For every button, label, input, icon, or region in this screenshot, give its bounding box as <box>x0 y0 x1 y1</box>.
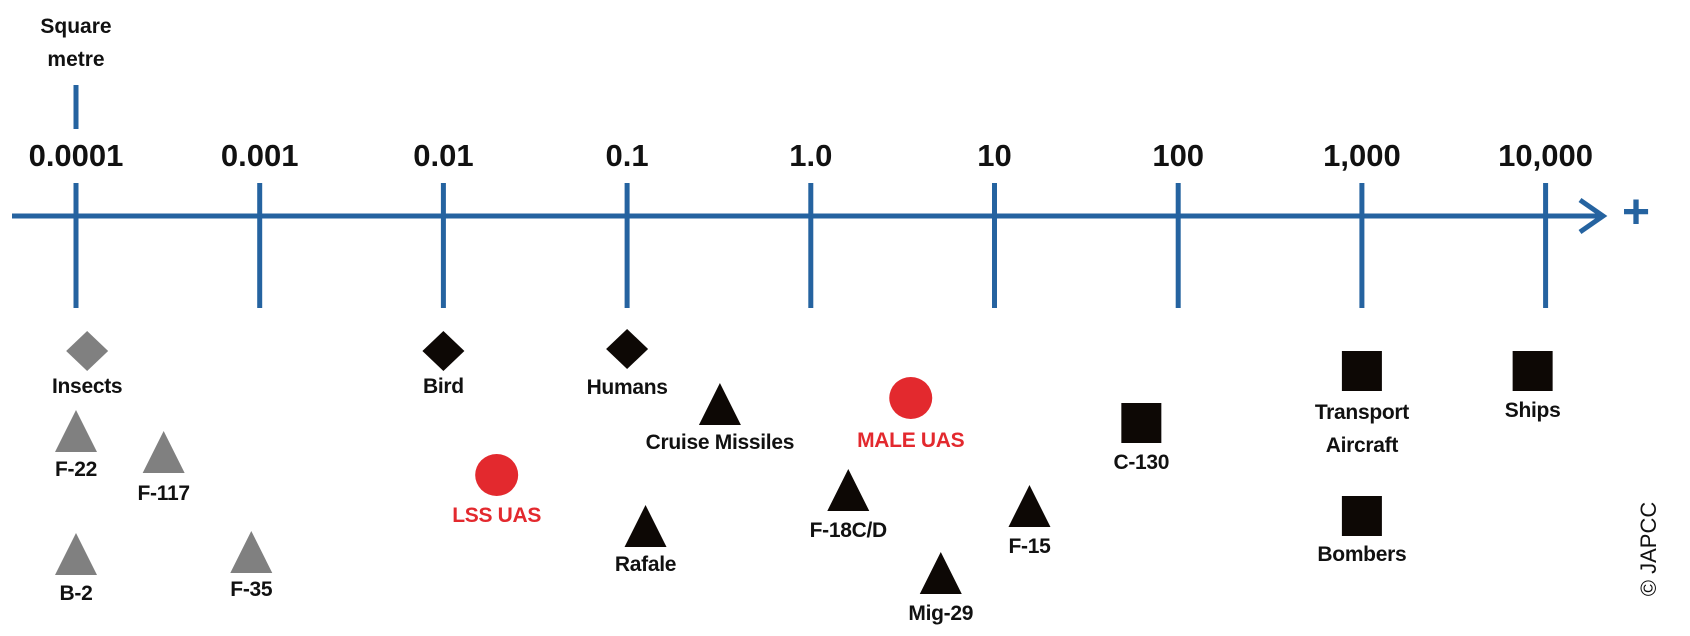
item-male: MALE UAS <box>857 377 965 452</box>
square-marker <box>1341 351 1382 391</box>
diamond-marker <box>422 331 465 371</box>
item-label: LSS UAS <box>452 504 541 527</box>
tick-label: 100 <box>1152 138 1204 173</box>
item-label: Rafale <box>615 553 676 576</box>
item-rafale: Rafale <box>615 505 676 576</box>
item-label-line: Ships <box>1505 399 1561 422</box>
item-label: Insects <box>52 375 122 398</box>
diamond-marker <box>606 329 649 369</box>
item-label: F-18C/D <box>810 519 887 542</box>
item-label-line: Insects <box>52 375 122 398</box>
square-marker <box>1341 496 1382 536</box>
item-b2: B-2 <box>55 533 97 605</box>
item-label-line: C-130 <box>1113 451 1169 474</box>
item-label-line: Bombers <box>1317 543 1406 566</box>
item-label: F-22 <box>55 458 97 481</box>
axis-unit-label: Square metre <box>40 15 111 71</box>
item-label: Cruise Missiles <box>646 431 794 454</box>
item-c130: C-130 <box>1113 403 1169 474</box>
item-humans: Humans <box>587 329 668 399</box>
triangle-marker <box>827 469 870 511</box>
axis-plus-symbol: + <box>1622 186 1650 239</box>
tick-label: 10 <box>977 138 1011 173</box>
item-label-line: F-117 <box>138 482 190 505</box>
item-mig29: Mig-29 <box>908 552 973 625</box>
item-ships: Ships <box>1505 351 1561 422</box>
item-label-line: B-2 <box>60 582 93 605</box>
triangle-marker <box>624 505 667 547</box>
diamond-marker <box>66 331 109 371</box>
item-label: Humans <box>587 376 668 399</box>
triangle-marker <box>919 552 962 594</box>
item-label: F-15 <box>1008 535 1051 558</box>
item-f35: F-35 <box>230 531 273 601</box>
circle-marker <box>475 454 519 496</box>
item-f117: F-117 <box>138 431 190 505</box>
item-label-line: Cruise Missiles <box>646 431 794 454</box>
tick-label: 0.01 <box>413 138 473 173</box>
triangle-marker <box>142 431 185 473</box>
item-label-line: Transport <box>1315 401 1409 424</box>
triangle-marker <box>55 410 97 452</box>
item-bird: Bird <box>422 331 465 398</box>
item-label: C-130 <box>1113 451 1169 474</box>
tick-label: 10,000 <box>1498 138 1593 173</box>
item-transport: Transport Aircraft <box>1315 351 1410 457</box>
item-label-line: F-35 <box>230 578 273 601</box>
item-label-line: F-15 <box>1008 535 1051 558</box>
items: Insects F-22 F-117 B-2 F-35 Bird Humans LSS UAS… <box>52 329 1561 625</box>
item-label-line: Mig-29 <box>908 602 973 625</box>
item-label-line: Aircraft <box>1326 434 1399 457</box>
item-label: Bird <box>423 375 464 398</box>
tick-label: 1.0 <box>789 138 832 173</box>
axis-unit-line: metre <box>47 48 104 71</box>
triangle-marker <box>55 533 97 575</box>
square-marker <box>1512 351 1553 391</box>
item-label: B-2 <box>60 582 93 605</box>
item-label: Mig-29 <box>908 602 973 625</box>
square-marker <box>1121 403 1162 443</box>
triangle-marker <box>1008 485 1051 527</box>
tick-label: 1,000 <box>1323 138 1401 173</box>
item-label: MALE UAS <box>857 429 965 452</box>
item-insects: Insects <box>52 331 123 398</box>
item-lss: LSS UAS <box>452 454 542 527</box>
triangle-marker <box>698 383 741 425</box>
item-f18: F-18C/D <box>810 469 887 542</box>
item-label: F-35 <box>230 578 273 601</box>
item-label-line: F-22 <box>55 458 97 481</box>
axis-unit-line: Square <box>40 15 111 38</box>
item-label: Ships <box>1505 399 1561 422</box>
tick-label: 0.001 <box>221 138 299 173</box>
item-label-line: Rafale <box>615 553 676 576</box>
copyright: © JAPCC <box>1636 502 1661 597</box>
item-label: Transport Aircraft <box>1315 401 1409 457</box>
item-label-line: F-18C/D <box>810 519 887 542</box>
triangle-marker <box>230 531 273 573</box>
circle-marker <box>889 377 933 419</box>
axis-arrow-icon <box>1578 197 1608 235</box>
item-f22: F-22 <box>55 410 97 481</box>
item-label-line: MALE UAS <box>857 429 965 452</box>
item-f15: F-15 <box>1008 485 1051 558</box>
tick-label: 0.0001 <box>29 138 124 173</box>
tick-label: 0.1 <box>606 138 649 173</box>
item-label-line: LSS UAS <box>452 504 541 527</box>
item-label: F-117 <box>138 482 190 505</box>
axis: + Square metre 0.0001 0.001 0.01 0.1 1.0 10 100 1,… <box>12 15 1650 308</box>
item-label-line: Bird <box>423 375 464 398</box>
item-label-line: Humans <box>587 376 668 399</box>
item-bombers: Bombers <box>1317 496 1407 566</box>
item-label: Bombers <box>1317 543 1406 566</box>
item-cruise: Cruise Missiles <box>646 383 794 454</box>
